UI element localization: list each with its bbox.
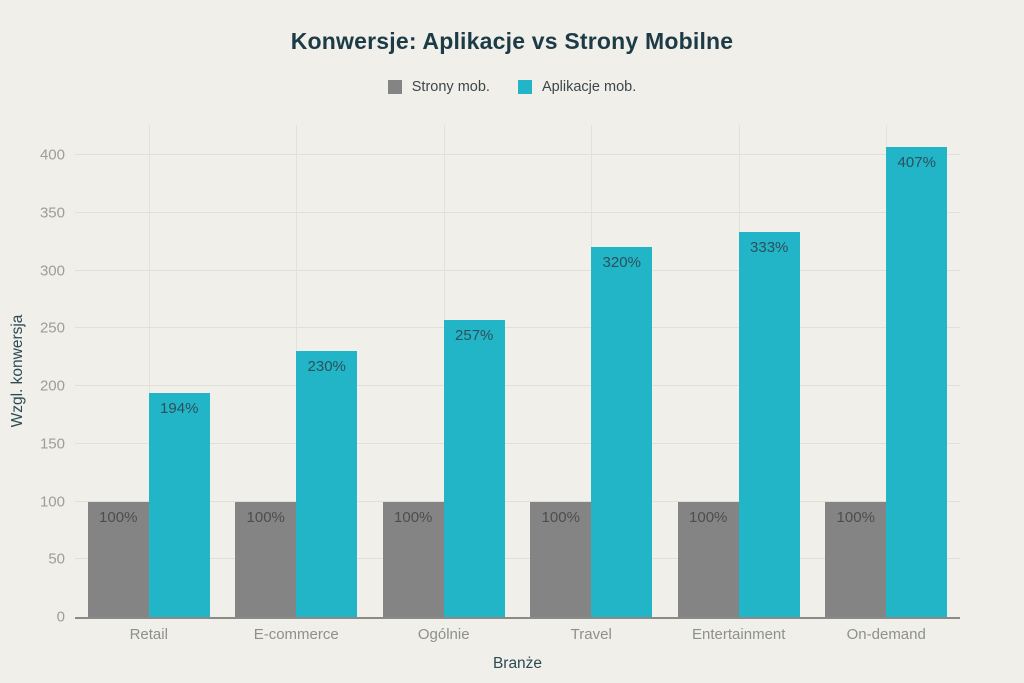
y-tick-label-100: 100 (39, 493, 65, 510)
bar-value-label: 100% (99, 508, 138, 526)
x-category-label-entertainment: Entertainment (692, 626, 786, 643)
legend-label-strony-mob: Strony mob. (411, 79, 490, 95)
bar-aplikacje-mob-e-commerce: 230% (296, 351, 358, 617)
bar-value-label: 257% (455, 327, 494, 345)
y-gridline-200 (75, 385, 960, 387)
bar-value-label: 230% (307, 358, 346, 376)
y-tick-label-0: 0 (56, 608, 65, 626)
bar-group-travel: 100% 320% (518, 125, 665, 617)
legend: Strony mob. Aplikacje mob. (0, 79, 1024, 95)
bar-value-label: 407% (897, 153, 936, 171)
y-tick-label-200: 200 (39, 377, 65, 395)
x-category-label-ogólnie: Ogólnie (417, 626, 470, 643)
bar-strony-mob-retail: 100% (87, 501, 149, 617)
bar-group-e-commerce: 100% 230% (222, 125, 369, 617)
bar-strony-mob-ogólnie: 100% (382, 501, 444, 617)
y-gridline-150 (75, 442, 960, 444)
legend-label-aplikacje-mob: Aplikacje mob. (541, 79, 637, 95)
bar-strony-mob-on-demand: 100% (825, 501, 887, 617)
bar-value-label: 100% (394, 508, 433, 526)
x-category-label-e-commerce: E-commerce (253, 626, 339, 643)
bar-value-label: 100% (689, 508, 728, 526)
y-gridline-250 (75, 327, 960, 329)
bar-aplikacje-mob-entertainment: 333% (738, 232, 800, 617)
chart-title: Konwersje: Aplikacje vs Strony Mobilne (290, 28, 734, 54)
bar-aplikacje-mob-travel: 320% (591, 247, 653, 617)
bar-value-label: 100% (246, 508, 285, 526)
x-gridline-retail (148, 125, 150, 617)
y-tick-label-350: 350 (39, 204, 65, 222)
y-gridline-50 (75, 558, 960, 560)
bar-aplikacje-mob-on-demand: 407% (886, 146, 948, 617)
y-tick-label-150: 150 (39, 435, 65, 453)
bar-group-entertainment: 100% 333% (665, 125, 812, 617)
bar-value-label: 100% (541, 508, 580, 526)
bar-strony-mob-entertainment: 100% (677, 501, 739, 617)
legend-item-strony-mob: Strony mob. (387, 79, 490, 95)
plot-area: 0 50 100 150 200 250 300 350 400 100% 194% Retail 10… (40, 125, 960, 643)
bar-group-ogólnie: 100% 257% (370, 125, 517, 617)
y-gridline-350 (75, 211, 960, 213)
legend-item-aplikacje-mob: Aplikacje mob. (517, 79, 637, 95)
bar-group-retail: 100% 194% (75, 125, 222, 617)
y-tick-label-400: 400 (39, 146, 65, 164)
bar-value-label: 333% (750, 239, 789, 257)
bar-value-label: 100% (836, 508, 875, 526)
x-axis-title: Branże (492, 655, 543, 672)
x-category-label-travel: Travel (570, 626, 612, 643)
bar-strony-mob-e-commerce: 100% (235, 501, 297, 617)
bar-value-label: 320% (602, 254, 641, 272)
legend-swatch-aplikacje-mob-icon (517, 80, 532, 94)
y-gridline-100 (75, 500, 960, 502)
bar-value-label: 194% (160, 399, 199, 417)
y-tick-label-250: 250 (39, 319, 65, 337)
y-gridline-400 (75, 154, 960, 156)
x-category-label-retail: Retail (129, 626, 168, 643)
bar-aplikacje-mob-retail: 194% (148, 392, 210, 617)
bar-aplikacje-mob-ogólnie: 257% (443, 320, 505, 617)
y-tick-label-50: 50 (48, 550, 65, 568)
y-gridline-300 (75, 269, 960, 271)
legend-swatch-strony-mob-icon (387, 80, 402, 94)
y-tick-label-300: 300 (39, 262, 65, 280)
x-category-label-on-demand: On-demand (846, 626, 926, 643)
bar-strony-mob-travel: 100% (530, 501, 592, 617)
bar-group-on-demand: 100% 407% (813, 125, 960, 617)
